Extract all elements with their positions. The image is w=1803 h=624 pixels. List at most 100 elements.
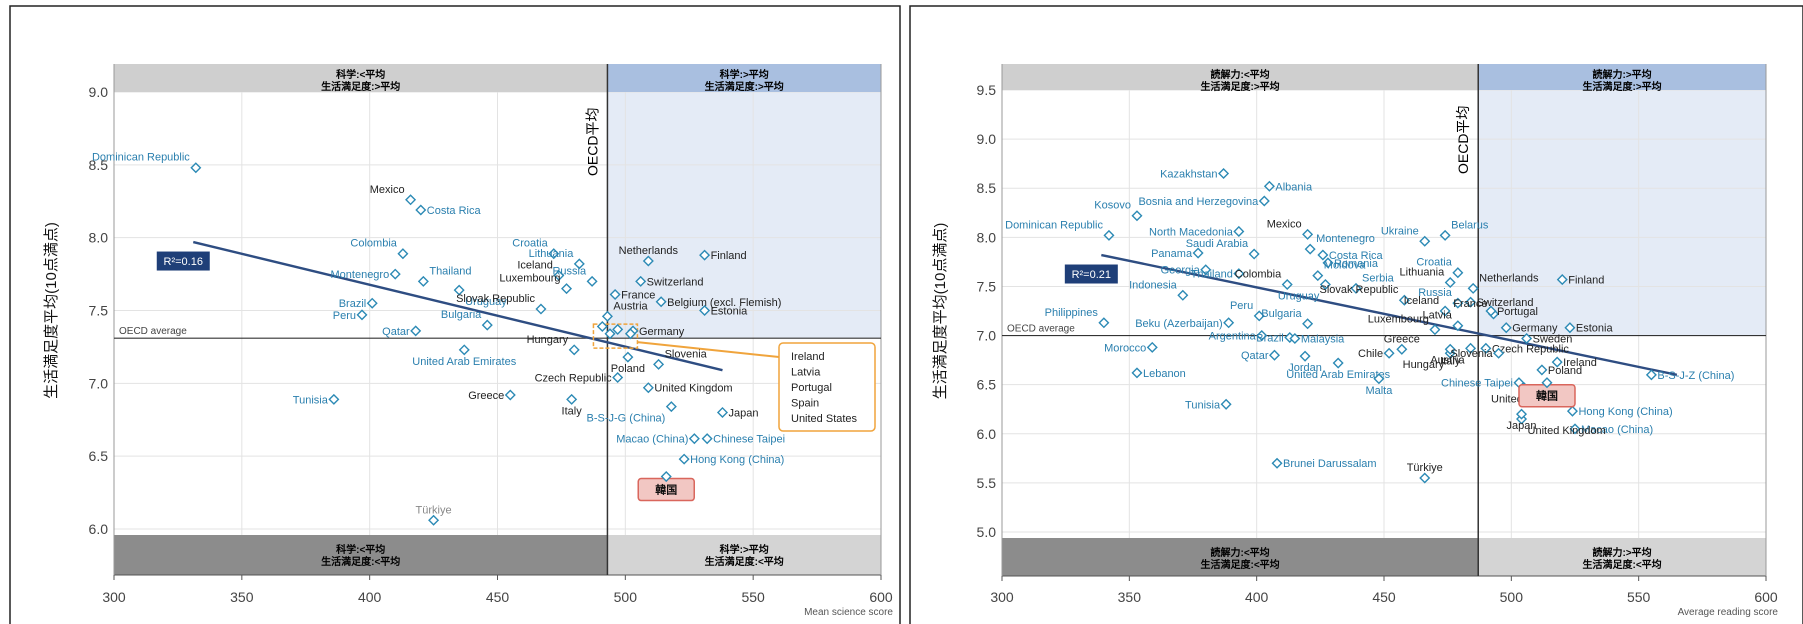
data-point xyxy=(678,453,690,465)
data-point xyxy=(1289,332,1301,345)
point-label-estonia: Estonia xyxy=(1576,323,1614,335)
data-point xyxy=(1131,367,1143,379)
trend-line xyxy=(1101,253,1678,377)
point-label-dominican-republic: Dominican Republic xyxy=(92,152,190,164)
point-label-malaysia: Malaysia xyxy=(1301,334,1345,346)
point-label-slovenia: Slovenia xyxy=(665,348,708,360)
point-label-bulgaria: Bulgaria xyxy=(441,309,482,321)
point-label-latvia: Latvia xyxy=(1422,310,1452,322)
y-tick-label: 7.5 xyxy=(89,303,109,319)
oecd-cluster-list-box xyxy=(778,342,876,432)
data-point xyxy=(1500,322,1512,334)
quadrant-label-bottom-right: 読解力:>平均 xyxy=(1593,546,1652,559)
data-point xyxy=(1480,342,1492,354)
data-point xyxy=(1465,296,1477,308)
oecd-cluster-connector xyxy=(637,341,780,358)
point-label-thailand: Thailand xyxy=(429,265,471,277)
quadrant-label-top-right: 科学:>平均 xyxy=(720,68,769,81)
point-label-iceland: Iceland xyxy=(517,260,552,272)
point-label-germany: Germany xyxy=(1512,323,1558,335)
x-tick-label: 300 xyxy=(102,589,126,605)
data-point xyxy=(1516,408,1528,420)
x-tick-label: 450 xyxy=(486,589,510,605)
point-label-moldova: Moldova xyxy=(1324,260,1366,272)
data-point xyxy=(1312,270,1324,282)
data-point xyxy=(1444,277,1456,289)
top-right-quadrant-bg xyxy=(607,92,881,339)
data-point xyxy=(1493,347,1505,359)
point-label-qatar: Qatar xyxy=(382,326,410,338)
point-label-b-s-j-g-china: B-S-J-G (China) xyxy=(587,413,666,425)
data-point xyxy=(699,249,711,261)
x-tick-label: 500 xyxy=(614,589,638,605)
data-point xyxy=(665,401,677,413)
point-label-luxembourg: Luxembourg xyxy=(499,273,560,285)
point-label-czech-republic: Czech Republic xyxy=(535,373,613,385)
point-label-bosnia-and-herzegovina: Bosnia and Herzegovina xyxy=(1138,196,1259,208)
quadrant-label-top-left: 生活満足度:>平均 xyxy=(321,80,400,93)
x-tick-label: 600 xyxy=(1754,589,1778,605)
quadrant-label-bottom-right: 科学:>平均 xyxy=(720,543,769,556)
point-label-france: France xyxy=(1453,298,1487,310)
point-label-mexico: Mexico xyxy=(1267,218,1302,230)
data-point xyxy=(716,406,729,418)
point-label-beku-azerbaijan: Beku (Azerbaijan) xyxy=(1135,318,1222,330)
point-label-finland: Finland xyxy=(1568,275,1604,287)
data-point xyxy=(397,248,409,260)
point-label-kazakhstan: Kazakhstan xyxy=(1160,168,1217,180)
data-point xyxy=(1098,317,1110,329)
point-label-peru: Peru xyxy=(333,310,356,322)
point-label-slovenia: Slovenia xyxy=(1450,348,1493,360)
point-label-finland: Finland xyxy=(711,250,747,262)
point-label-qatar: Qatar xyxy=(1241,350,1269,362)
data-point xyxy=(1233,225,1245,237)
point-label-lithuania: Lithuania xyxy=(1400,267,1446,279)
data-point xyxy=(1263,180,1275,192)
y-axis-title: 生活満足度平均(10点満点) xyxy=(932,223,949,400)
point-label-hong-kong-china: Hong Kong (China) xyxy=(1578,406,1672,418)
data-point xyxy=(1383,347,1395,359)
point-label-croatia: Croatia xyxy=(512,238,548,250)
point-label-estonia: Estonia xyxy=(711,306,749,318)
data-point xyxy=(1131,210,1143,222)
data-point xyxy=(1566,405,1578,417)
data-point xyxy=(624,328,636,340)
data-point xyxy=(1233,268,1245,280)
oecd-x-label: OECD平均 xyxy=(1455,106,1471,174)
y-tick-label: 6.5 xyxy=(977,377,997,393)
data-point xyxy=(1177,289,1189,301)
point-label-italy: Italy xyxy=(562,405,583,417)
point-label-colombia: Colombia xyxy=(1235,268,1282,280)
data-point xyxy=(612,323,624,335)
point-label-georgia: Georgia xyxy=(1161,265,1201,277)
data-point xyxy=(1398,294,1410,306)
point-label-russia: Russia xyxy=(1418,287,1453,299)
data-point xyxy=(1439,229,1451,241)
data-point xyxy=(1258,195,1270,207)
point-label-b-s-j-z-china: B-S-J-Z (China) xyxy=(1657,370,1734,382)
y-tick-label: 7.0 xyxy=(977,328,997,344)
point-label-france: France xyxy=(621,289,655,301)
y-tick-label: 6.5 xyxy=(89,448,109,464)
data-point xyxy=(1645,369,1657,381)
point-label-slovak-republic: Slovak Republic xyxy=(1319,284,1398,296)
data-point xyxy=(553,270,565,282)
point-label-brazil: Brazil xyxy=(1256,333,1284,345)
point-label-mexico: Mexico xyxy=(370,184,405,196)
data-point xyxy=(699,304,711,317)
point-label-t-rkiye: Türkiye xyxy=(416,504,452,516)
point-label-greece: Greece xyxy=(1384,333,1420,345)
point-label-romania: Romania xyxy=(1334,258,1379,270)
top-right-quadrant-bg xyxy=(1478,90,1766,336)
data-point xyxy=(601,310,613,322)
data-point xyxy=(1317,249,1329,261)
data-point xyxy=(1299,350,1311,362)
point-label-austria: Austria xyxy=(613,300,648,312)
oecd-y-label: OECD average xyxy=(119,326,187,337)
quadrant-band-bottom-left xyxy=(1002,538,1479,576)
data-point xyxy=(1465,342,1477,354)
x-tick-label: 400 xyxy=(358,589,382,605)
x-tick-label: 400 xyxy=(1245,589,1269,605)
r-squared-badge xyxy=(156,251,210,271)
